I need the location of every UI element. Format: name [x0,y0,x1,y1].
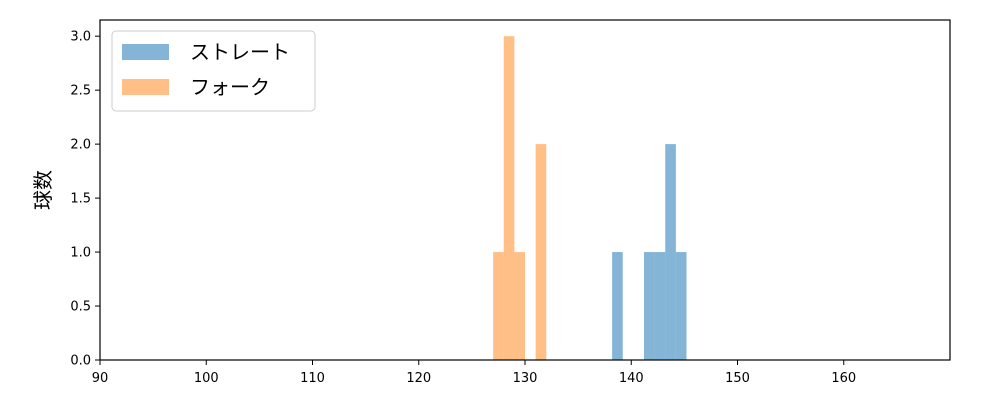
bar-series-0-bin-0 [612,252,623,360]
x-tick-label: 110 [300,371,325,386]
legend-swatch-0 [122,44,169,60]
x-tick-label: 100 [194,371,219,386]
y-tick-label: 2.0 [70,138,91,153]
y-axis-label: 球数 [31,170,55,210]
y-axis: 0.0 0.5 1.0 1.5 2.0 2.5 3.0 [70,30,100,369]
legend-swatch-1 [122,79,169,95]
bar-series-1-bin-3 [535,144,547,360]
y-tick-label: 0.0 [70,354,91,369]
x-tick-label: 140 [619,371,644,386]
bars-layer [493,36,687,360]
y-tick-label: 1.5 [70,192,91,207]
bar-series-1-bin-1 [503,36,515,360]
bar-series-0-bin-1 [644,252,655,360]
legend-label-1: フォーク [190,75,270,99]
bar-series-1-bin-0 [493,252,504,360]
y-tick-label: 3.0 [70,30,91,45]
legend-label-0: ストレート [190,40,290,64]
x-tick-label: 160 [831,371,856,386]
x-tick-label: 120 [406,371,431,386]
bar-series-0-bin-4 [675,252,687,360]
y-tick-label: 2.5 [70,84,91,99]
y-tick-label: 0.5 [70,300,91,315]
bar-series-0-bin-2 [654,252,666,360]
x-tick-label: 150 [725,371,750,386]
x-axis: 90 100 110 120 130 140 150 160 [92,360,856,386]
bar-series-0-bin-3 [665,144,676,360]
x-tick-label: 90 [92,371,109,386]
y-tick-label: 1.0 [70,246,91,261]
x-tick-label: 130 [513,371,538,386]
bar-series-1-bin-2 [514,252,525,360]
